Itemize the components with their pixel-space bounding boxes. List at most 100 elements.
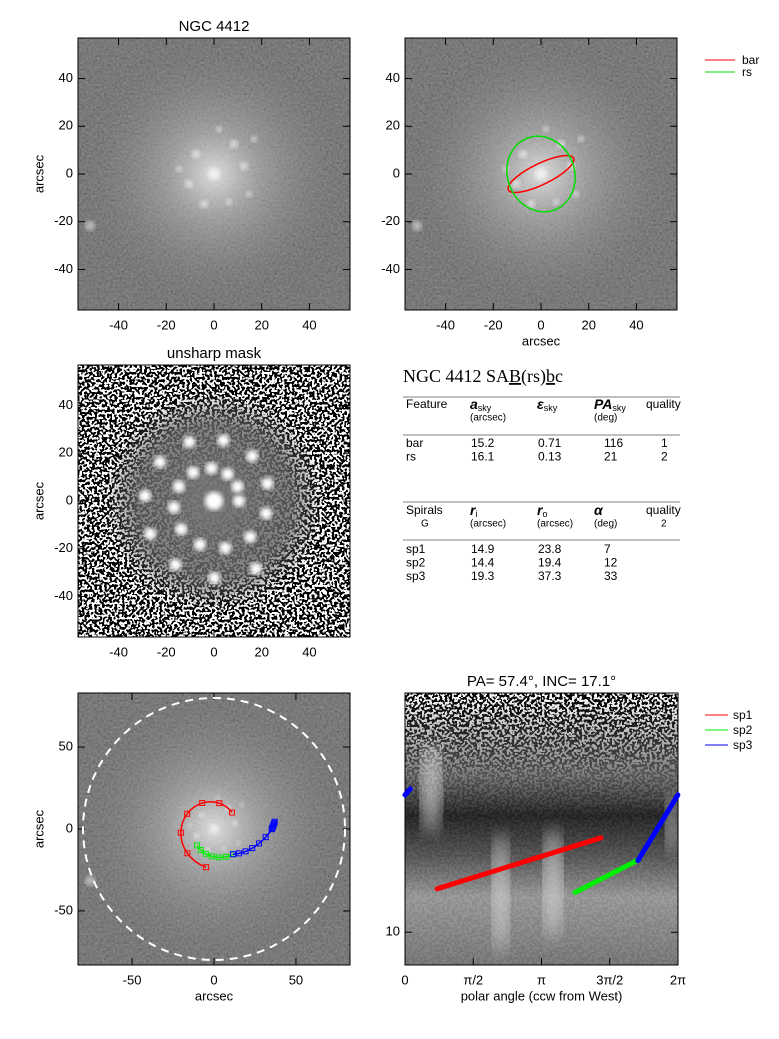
x-tick-label: -20 [157,644,176,659]
x-tick-label: 0 [210,972,217,987]
knot [172,480,185,493]
spiral-marker [202,850,209,857]
hii-region [573,191,579,197]
table-cell: 33 [604,569,618,583]
table-cell: bar [406,436,423,450]
knot [231,480,244,493]
knot [193,538,206,551]
legend-label: rs [742,65,752,79]
header-sub: o [542,509,547,519]
hii-region [236,840,241,846]
table-cell: 116 [604,436,623,450]
star [85,220,95,231]
x-tick-label: π [537,972,546,987]
header-unit: (deg) [594,519,617,530]
y-tick-label: 0 [66,820,73,835]
spiral-marker [184,810,191,817]
outer-radius [82,697,346,961]
title-part: (rs) [521,366,546,387]
knot [144,527,157,540]
hii-region [204,847,210,853]
y-tick-label: 10 [386,924,400,939]
spiral-marker [199,800,206,807]
y-axis-label: arcsec [31,481,46,520]
spiral-marker [256,840,263,847]
header-sub: i [475,509,477,519]
knot [217,434,230,447]
feature-ellipse [506,135,576,213]
spiral-marker [249,845,256,852]
header-cell: quality [646,503,681,517]
y-tick-label: 50 [59,739,73,754]
spiral-marker [197,846,204,853]
panel-title: NGC 4412 [179,18,250,35]
table-cell: sp1 [406,542,426,556]
table-title: NGC 4412 SAB(rs)bc [403,366,563,387]
y-tick-label: 0 [66,165,73,180]
core [205,492,223,510]
spiral-polar [434,835,604,892]
knot [205,462,218,475]
knot [183,435,196,448]
hii-region [240,162,248,170]
y-tick-label: -40 [54,588,73,603]
hii-region [543,126,549,132]
hii-region [535,168,547,180]
x-tick-label: 2π [670,972,686,987]
x-tick-label: -50 [123,972,142,987]
hii-region [215,795,220,800]
x-tick-label: 40 [629,317,643,332]
table-cell: 0.71 [538,436,562,450]
knot [246,450,259,463]
table-cell: 21 [604,450,618,464]
hii-region [226,199,232,205]
images [78,38,678,965]
header-sub: sky [544,403,558,413]
knot [175,523,188,536]
hii-region [557,140,565,148]
x-tick-label: 0 [537,317,544,332]
y-tick-label: -20 [54,213,73,228]
hii-region [185,180,193,188]
spiral-polar [635,792,681,864]
hii-region [239,802,245,807]
hii-region [553,199,559,205]
image-shade [405,693,678,965]
header-unit: 2 [661,519,667,530]
spiral-marker [229,809,236,816]
table-cell: 14.4 [471,556,495,570]
spiral-marker [222,853,229,860]
table-cell: 23.8 [538,542,562,556]
y-axis-label: arcsec [31,154,46,193]
spiral-marker [194,842,201,849]
spiral-marker [184,850,191,857]
knot [169,558,182,571]
header-symbol: ε [537,396,544,412]
header-cell: quality [646,397,681,411]
bright-streak [543,828,562,938]
x-tick-label: -20 [157,317,176,332]
y-tick-label: -40 [381,261,400,276]
star [412,220,422,231]
spiral-marker [236,850,243,857]
legend-label: sp2 [733,723,753,737]
spiral-marker [203,864,210,871]
hii-region [232,820,238,827]
knot [249,562,262,575]
spiral-marker [271,818,278,825]
hii-region [503,166,509,172]
spiral-marker [216,800,223,807]
spiral-marker [208,853,215,860]
header-cell: ro [537,502,547,520]
knot [153,456,166,469]
header-cell: PAsky [594,396,626,414]
header-unit: (arcsec) [470,519,506,530]
header-cell: ri [470,502,477,520]
y-tick-label: 20 [59,445,73,460]
title-part: B [509,366,521,386]
x-tick-label: 20 [254,644,268,659]
header-unit: (arcsec) [537,519,573,530]
table-cell: 16.1 [471,450,495,464]
knot [138,489,151,502]
